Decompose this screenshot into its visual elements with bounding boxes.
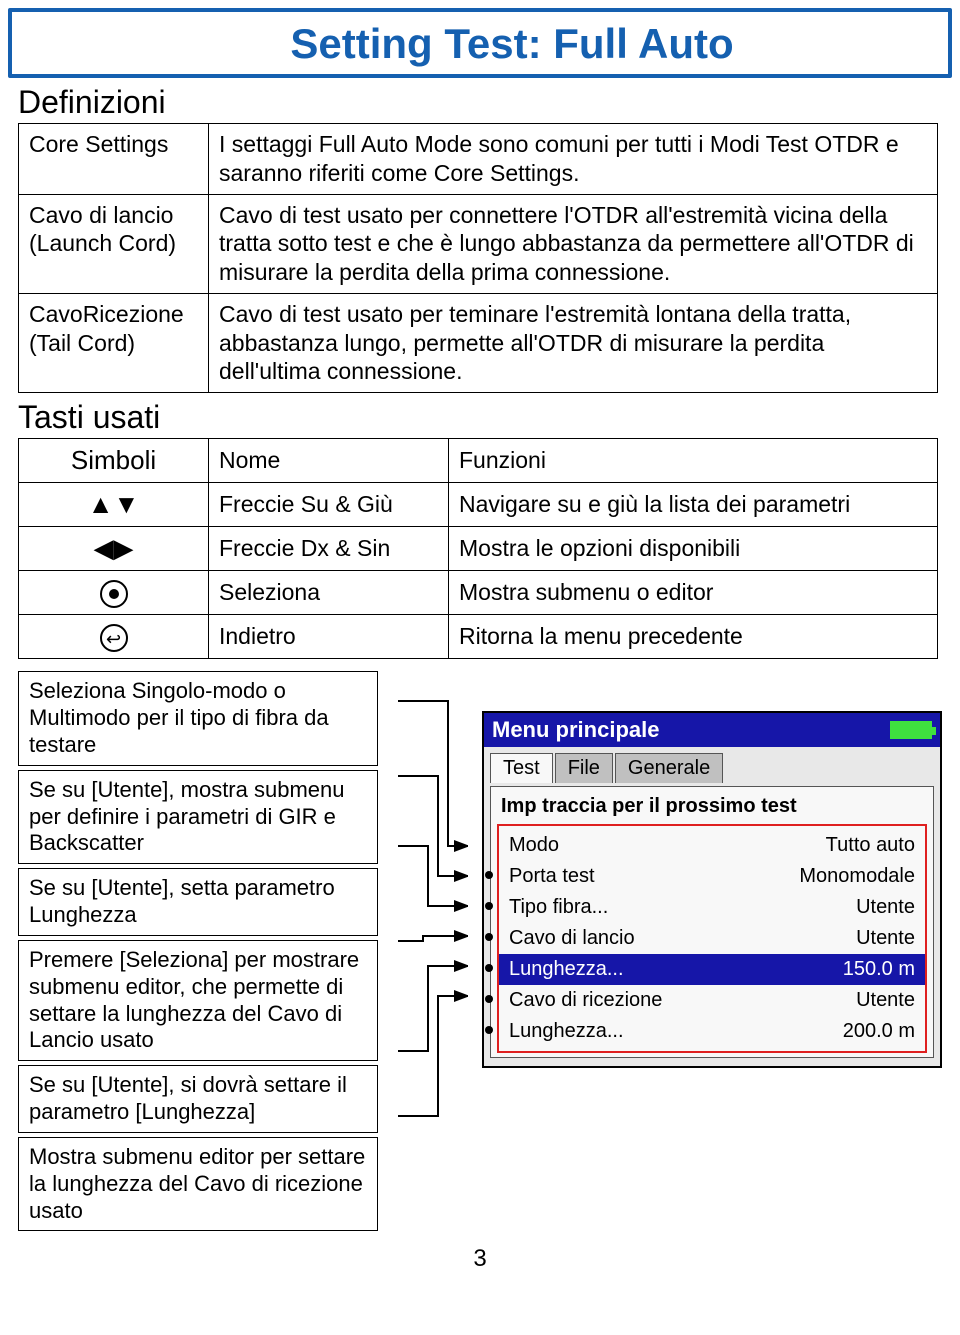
setting-row-lunghezza-lancio[interactable]: Lunghezza... 150.0 m bbox=[499, 954, 925, 985]
table-row: ◀▶ Freccie Dx & Sin Mostra le opzioni di… bbox=[19, 527, 938, 571]
page-title: Setting Test: Full Auto bbox=[192, 20, 832, 68]
tab-general[interactable]: Generale bbox=[615, 753, 723, 783]
keys-table: Simboli Nome Funzioni ▲▼ Freccie Su & Gi… bbox=[18, 438, 938, 659]
setting-value: Utente bbox=[856, 927, 915, 950]
setting-row-cavo-lancio[interactable]: Cavo di lancio Utente bbox=[499, 923, 925, 954]
table-row: Core Settings I settaggi Full Auto Mode … bbox=[19, 124, 938, 195]
title-bar: Setting Test: Full Auto bbox=[8, 8, 952, 78]
key-name: Seleziona bbox=[209, 571, 449, 615]
setting-value: Tutto auto bbox=[826, 834, 915, 857]
setting-label: Cavo di ricezione bbox=[509, 989, 662, 1012]
definitions-heading: Definizioni bbox=[18, 84, 960, 121]
key-func: Ritorna la menu precedente bbox=[449, 615, 938, 659]
definition-desc: Cavo di test usato per connettere l'OTDR… bbox=[209, 194, 938, 293]
table-row: ↩ Indietro Ritorna la menu precedente bbox=[19, 615, 938, 659]
note-box: Mostra submenu editor per settare la lun… bbox=[18, 1137, 378, 1231]
table-header-row: Simboli Nome Funzioni bbox=[19, 439, 938, 483]
device-titlebar: Menu principale bbox=[484, 713, 940, 747]
setting-label: Modo bbox=[509, 834, 559, 857]
setting-label: Cavo di lancio bbox=[509, 927, 635, 950]
keys-header-func: Funzioni bbox=[449, 439, 938, 483]
key-name: Indietro bbox=[209, 615, 449, 659]
bullet-icon bbox=[485, 933, 493, 941]
setting-label: Lunghezza... bbox=[509, 958, 624, 981]
keys-header-symbol: Simboli bbox=[19, 439, 209, 483]
arrow-connectors-icon bbox=[398, 671, 468, 1191]
definition-desc: Cavo di test usato per teminare l'estrem… bbox=[209, 293, 938, 392]
panel-heading: Imp traccia per il prossimo test bbox=[491, 793, 933, 824]
select-icon bbox=[19, 571, 209, 615]
setting-value: Utente bbox=[856, 896, 915, 919]
key-name: Freccie Su & Giù bbox=[209, 483, 449, 527]
setting-row-cavo-ricezione[interactable]: Cavo di ricezione Utente bbox=[499, 985, 925, 1016]
setting-row-tipo-fibra[interactable]: Tipo fibra... Utente bbox=[499, 892, 925, 923]
bullet-icon bbox=[485, 964, 493, 972]
key-func: Navigare su e giù la lista dei parametri bbox=[449, 483, 938, 527]
setting-label: Tipo fibra... bbox=[509, 896, 608, 919]
setting-value: Monomodale bbox=[799, 865, 915, 888]
note-box: Se su [Utente], si dovrà settare il para… bbox=[18, 1065, 378, 1133]
keys-heading: Tasti usati bbox=[18, 399, 960, 436]
definition-term: CavoRicezione (Tail Cord) bbox=[19, 293, 209, 392]
definition-desc: I settaggi Full Auto Mode sono comuni pe… bbox=[209, 124, 938, 195]
table-row: CavoRicezione (Tail Cord) Cavo di test u… bbox=[19, 293, 938, 392]
battery-icon bbox=[890, 721, 932, 739]
definition-term: Cavo di lancio (Launch Cord) bbox=[19, 194, 209, 293]
back-icon: ↩ bbox=[19, 615, 209, 659]
tab-panel: Imp traccia per il prossimo test Modo Tu… bbox=[490, 786, 934, 1058]
device-screenshot: Menu principale Test File Generale Imp t… bbox=[482, 711, 942, 1068]
setting-value: Utente bbox=[856, 989, 915, 1012]
key-func: Mostra le opzioni disponibili bbox=[449, 527, 938, 571]
setting-value: 150.0 m bbox=[843, 958, 915, 981]
highlighted-settings-group: Modo Tutto auto Porta test Monomodale Ti… bbox=[497, 824, 927, 1053]
page-number: 3 bbox=[0, 1245, 960, 1273]
bullet-icon bbox=[485, 1026, 493, 1034]
arrows-left-right-icon: ◀▶ bbox=[19, 527, 209, 571]
setting-label: Lunghezza... bbox=[509, 1020, 624, 1043]
bullet-icon bbox=[485, 871, 493, 879]
definitions-table: Core Settings I settaggi Full Auto Mode … bbox=[18, 123, 938, 393]
table-row: Seleziona Mostra submenu o editor bbox=[19, 571, 938, 615]
key-func: Mostra submenu o editor bbox=[449, 571, 938, 615]
bullet-icon bbox=[485, 995, 493, 1003]
setting-label: Porta test bbox=[509, 865, 595, 888]
device-title: Menu principale bbox=[492, 717, 659, 743]
note-box: Seleziona Singolo-modo o Multimodo per i… bbox=[18, 671, 378, 765]
definition-term: Core Settings bbox=[19, 124, 209, 195]
tab-test[interactable]: Test bbox=[490, 753, 553, 783]
notes-column: Seleziona Singolo-modo o Multimodo per i… bbox=[18, 671, 378, 1235]
setting-row-porta[interactable]: Porta test Monomodale bbox=[499, 861, 925, 892]
table-row: ▲▼ Freccie Su & Giù Navigare su e giù la… bbox=[19, 483, 938, 527]
keys-header-name: Nome bbox=[209, 439, 449, 483]
arrows-up-down-icon: ▲▼ bbox=[19, 483, 209, 527]
note-box: Se su [Utente], setta parametro Lunghezz… bbox=[18, 868, 378, 936]
setting-value: 200.0 m bbox=[843, 1020, 915, 1043]
bullet-icon bbox=[485, 902, 493, 910]
note-box: Premere [Seleziona] per mostrare submenu… bbox=[18, 940, 378, 1061]
note-box: Se su [Utente], mostra submenu per defin… bbox=[18, 770, 378, 864]
setting-row-lunghezza-ricezione[interactable]: Lunghezza... 200.0 m bbox=[499, 1016, 925, 1047]
tab-file[interactable]: File bbox=[555, 753, 613, 783]
tab-strip: Test File Generale bbox=[490, 753, 934, 783]
table-row: Cavo di lancio (Launch Cord) Cavo di tes… bbox=[19, 194, 938, 293]
key-name: Freccie Dx & Sin bbox=[209, 527, 449, 571]
setting-row-modo[interactable]: Modo Tutto auto bbox=[499, 830, 925, 861]
